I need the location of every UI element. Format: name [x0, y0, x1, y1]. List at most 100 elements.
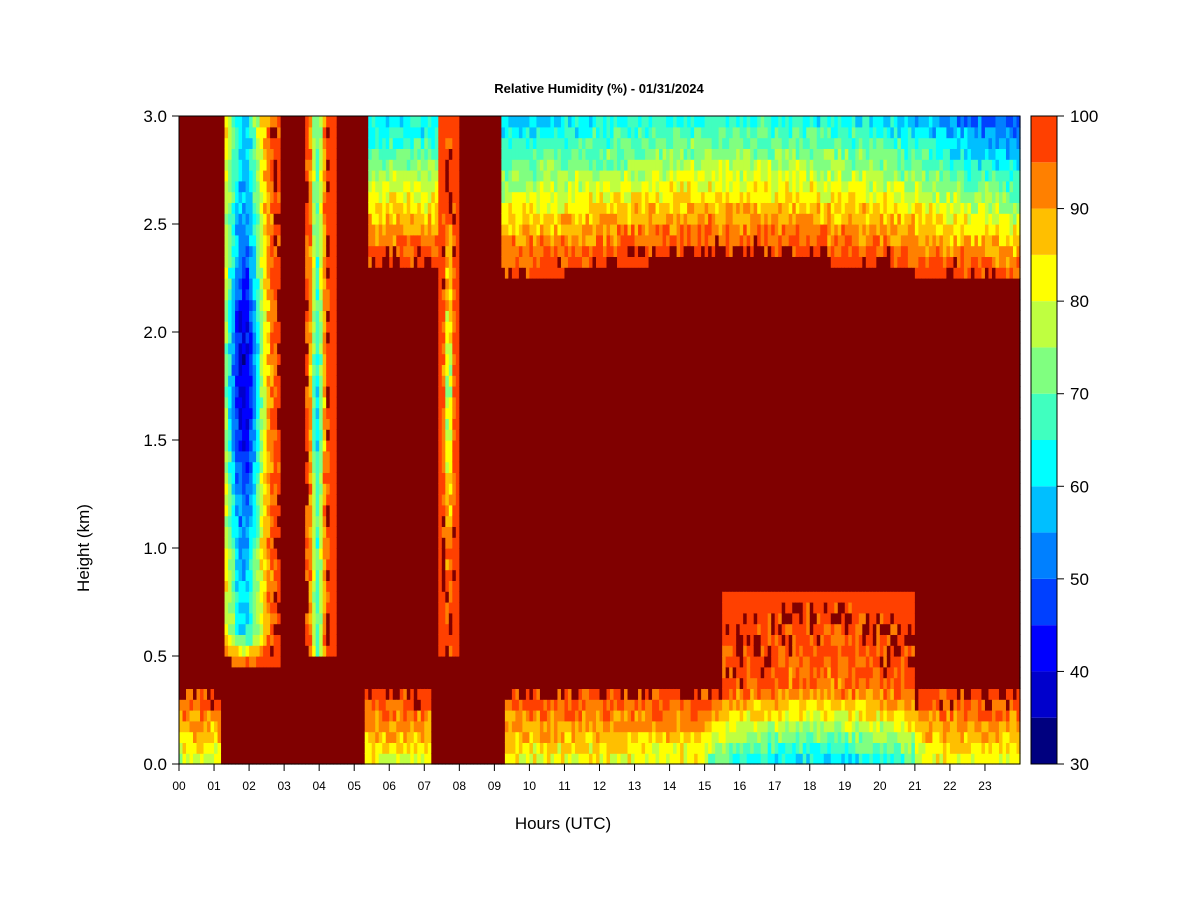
heatmap-cell: [396, 645, 401, 657]
heatmap-cell: [259, 353, 264, 365]
heatmap-cell: [277, 731, 282, 743]
heatmap-cell: [361, 591, 366, 603]
heatmap-cell: [357, 602, 362, 614]
heatmap-cell: [350, 483, 355, 495]
heatmap-cell: [326, 429, 331, 441]
heatmap-cell: [186, 602, 191, 614]
heatmap-cell: [291, 645, 296, 657]
heatmap-cell: [343, 180, 348, 193]
heatmap-cell: [375, 634, 380, 646]
heatmap-cell: [333, 720, 338, 733]
heatmap-cell: [301, 396, 306, 409]
heatmap-cell: [403, 666, 408, 679]
heatmap-cell: [291, 472, 296, 484]
heatmap-cell: [329, 429, 334, 441]
heatmap-cell: [375, 342, 380, 355]
heatmap-cell: [413, 310, 418, 322]
heatmap-cell: [354, 461, 359, 473]
heatmap-cell: [403, 526, 408, 538]
heatmap-cell: [266, 677, 271, 689]
heatmap-cell: [277, 720, 282, 733]
heatmap-cell: [287, 666, 292, 679]
heatmap-cell: [406, 483, 411, 495]
heatmap-cell: [263, 310, 268, 322]
heatmap-cell: [333, 526, 338, 538]
heatmap-cell: [417, 699, 422, 711]
heatmap-cell: [301, 504, 306, 517]
heatmap-cell: [406, 720, 411, 733]
heatmap-cell: [410, 126, 415, 139]
heatmap-cell: [403, 742, 408, 754]
heatmap-cell: [403, 580, 408, 592]
heatmap-cell: [280, 720, 285, 733]
heatmap-cell: [347, 213, 352, 225]
heatmap-cell: [329, 720, 334, 733]
heatmap-cell: [350, 170, 355, 182]
heatmap-cell: [270, 126, 275, 139]
heatmap-cell: [182, 450, 187, 463]
heatmap-cell: [371, 180, 376, 193]
heatmap-cell: [193, 537, 198, 549]
heatmap-cell: [389, 526, 394, 538]
heatmap-cell: [357, 278, 362, 290]
heatmap-cell: [305, 364, 310, 376]
heatmap-cell: [396, 440, 401, 452]
heatmap-cell: [438, 137, 443, 149]
heatmap-cell: [263, 299, 268, 311]
heatmap-cell: [420, 634, 425, 646]
heatmap-cell: [291, 310, 296, 322]
heatmap-cell: [210, 688, 215, 700]
heatmap-cell: [273, 558, 278, 571]
heatmap-cell: [434, 656, 439, 668]
heatmap-cell: [200, 396, 205, 409]
heatmap-cell: [357, 699, 362, 711]
heatmap-cell: [224, 180, 229, 193]
heatmap-cell: [357, 202, 362, 214]
heatmap-cell: [238, 483, 243, 495]
heatmap-cell: [375, 483, 380, 495]
heatmap-cell: [186, 720, 191, 733]
heatmap-cell: [375, 224, 380, 236]
heatmap-cell: [410, 558, 415, 571]
heatmap-cell: [441, 159, 446, 171]
heatmap-cell: [368, 450, 373, 463]
heatmap-cell: [298, 148, 303, 160]
heatmap-cell: [224, 245, 229, 257]
heatmap-cell: [368, 364, 373, 376]
heatmap-cell: [319, 612, 324, 625]
heatmap-cell: [305, 418, 310, 430]
heatmap-cell: [452, 472, 457, 484]
heatmap-cell: [371, 386, 376, 398]
heatmap-cell: [455, 159, 460, 171]
heatmap-cell: [459, 364, 464, 376]
heatmap-cell: [259, 472, 264, 484]
heatmap-cell: [364, 537, 369, 549]
heatmap-cell: [361, 364, 366, 376]
heatmap-cell: [284, 602, 289, 614]
heatmap-cell: [452, 742, 457, 754]
heatmap-cell: [298, 623, 303, 635]
heatmap-cell: [378, 386, 383, 398]
heatmap-cell: [399, 548, 404, 560]
heatmap-cell: [319, 699, 324, 711]
heatmap-cell: [179, 170, 184, 182]
heatmap-cell: [427, 591, 432, 603]
heatmap-cell: [434, 202, 439, 214]
heatmap-cell: [210, 612, 215, 625]
heatmap-cell: [361, 569, 366, 581]
heatmap-cell: [448, 407, 453, 419]
heatmap-cell: [438, 699, 443, 711]
heatmap-cell: [263, 602, 268, 614]
heatmap-cell: [333, 342, 338, 355]
heatmap-cell: [452, 288, 457, 301]
heatmap-cell: [284, 288, 289, 301]
heatmap-cell: [301, 569, 306, 581]
heatmap-cell: [413, 742, 418, 754]
heatmap-cell: [350, 710, 355, 722]
heatmap-cell: [186, 612, 191, 625]
heatmap-cell: [375, 364, 380, 376]
heatmap-cell: [333, 677, 338, 689]
heatmap-cell: [326, 278, 331, 290]
heatmap-cell: [217, 720, 222, 733]
heatmap-cell: [238, 191, 243, 203]
